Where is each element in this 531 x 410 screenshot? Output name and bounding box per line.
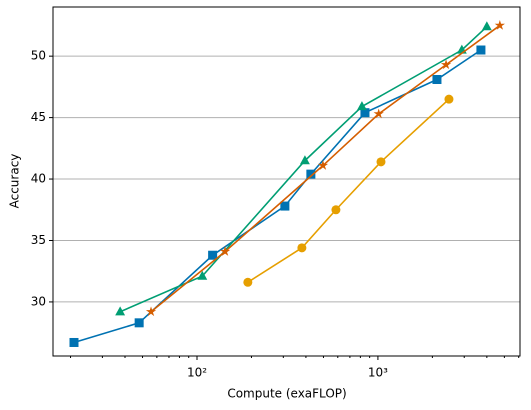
marker xyxy=(115,306,126,316)
x-tick-label: 10³ xyxy=(368,366,388,380)
marker xyxy=(356,101,367,111)
marker xyxy=(476,45,486,55)
marker xyxy=(299,155,310,165)
marker xyxy=(297,243,307,253)
marker xyxy=(197,270,208,280)
y-tick-label: 30 xyxy=(31,294,46,308)
marker xyxy=(481,21,492,31)
series-line xyxy=(150,24,501,313)
y-tick-label: 40 xyxy=(31,172,46,186)
marker xyxy=(317,160,329,170)
marker xyxy=(360,108,370,118)
marker xyxy=(69,337,79,347)
y-tick-label: 45 xyxy=(31,110,46,124)
marker xyxy=(280,201,290,211)
marker xyxy=(432,75,442,85)
x-axis-label: Compute (exaFLOP) xyxy=(227,387,346,401)
series-line xyxy=(73,49,482,344)
marker xyxy=(219,246,231,256)
y-axis-label: Accuracy xyxy=(8,154,22,209)
series-line xyxy=(119,26,488,313)
marker xyxy=(145,306,157,317)
marker xyxy=(444,94,454,104)
marker xyxy=(243,277,253,287)
marker xyxy=(440,59,452,70)
marker xyxy=(376,157,386,167)
marker xyxy=(494,20,505,30)
marker xyxy=(306,169,316,179)
y-tick-label: 50 xyxy=(31,49,46,63)
marker xyxy=(373,108,384,119)
marker xyxy=(208,250,218,260)
marker xyxy=(134,318,144,328)
x-tick-label: 10² xyxy=(187,366,207,380)
y-tick-label: 35 xyxy=(31,233,46,247)
marker xyxy=(331,205,341,215)
plot-frame xyxy=(52,6,521,357)
